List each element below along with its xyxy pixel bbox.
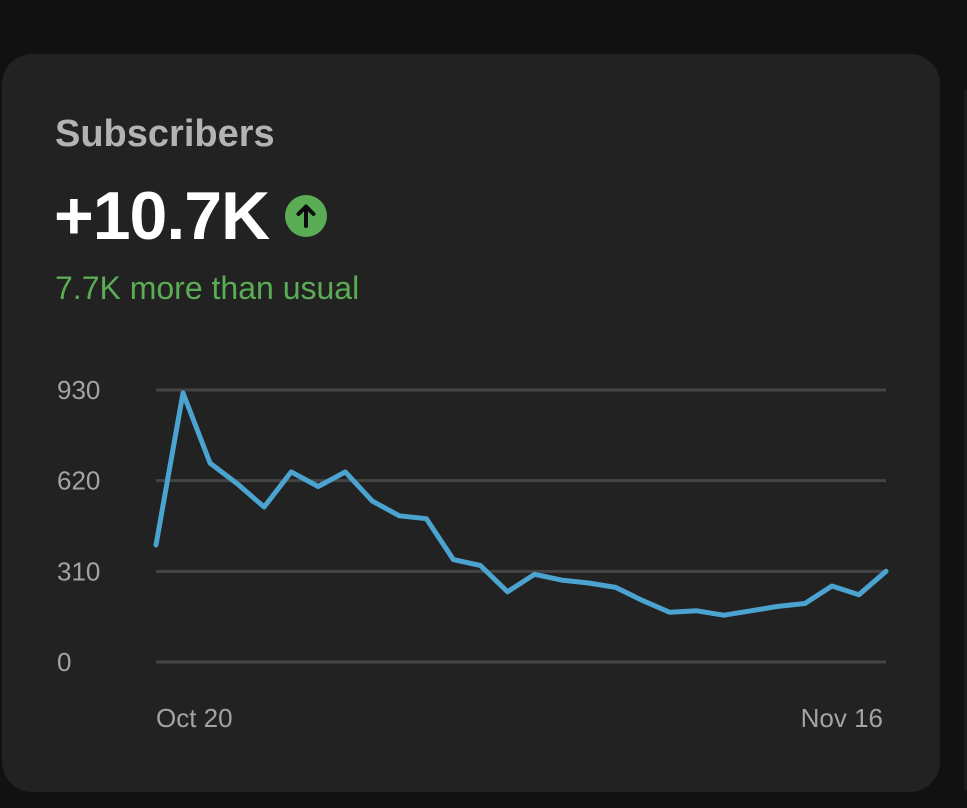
y-tick-label: 0 xyxy=(57,647,71,677)
card-title: Subscribers xyxy=(55,113,275,155)
subscribers-series-line xyxy=(153,390,889,618)
y-tick-label: 620 xyxy=(57,466,100,496)
arrow-up-circle-icon xyxy=(285,195,328,237)
subscriber-metric: +10.7K xyxy=(54,178,270,254)
adjacent-card-edge xyxy=(964,90,967,790)
x-tick-label: Nov 16 xyxy=(801,703,883,733)
y-tick-label: 310 xyxy=(57,556,100,586)
metric-row: +10.7K xyxy=(54,178,328,254)
y-tick-label: 930 xyxy=(57,375,100,405)
comparison-text: 7.7K more than usual xyxy=(55,270,360,306)
subscribers-card: Subscribers +10.7K 7.7K more than usual … xyxy=(2,54,940,792)
x-tick-label: Oct 20 xyxy=(156,703,233,733)
subscribers-line-chart: 0 310 620 930 Oct 20 Nov 16 xyxy=(57,375,889,733)
